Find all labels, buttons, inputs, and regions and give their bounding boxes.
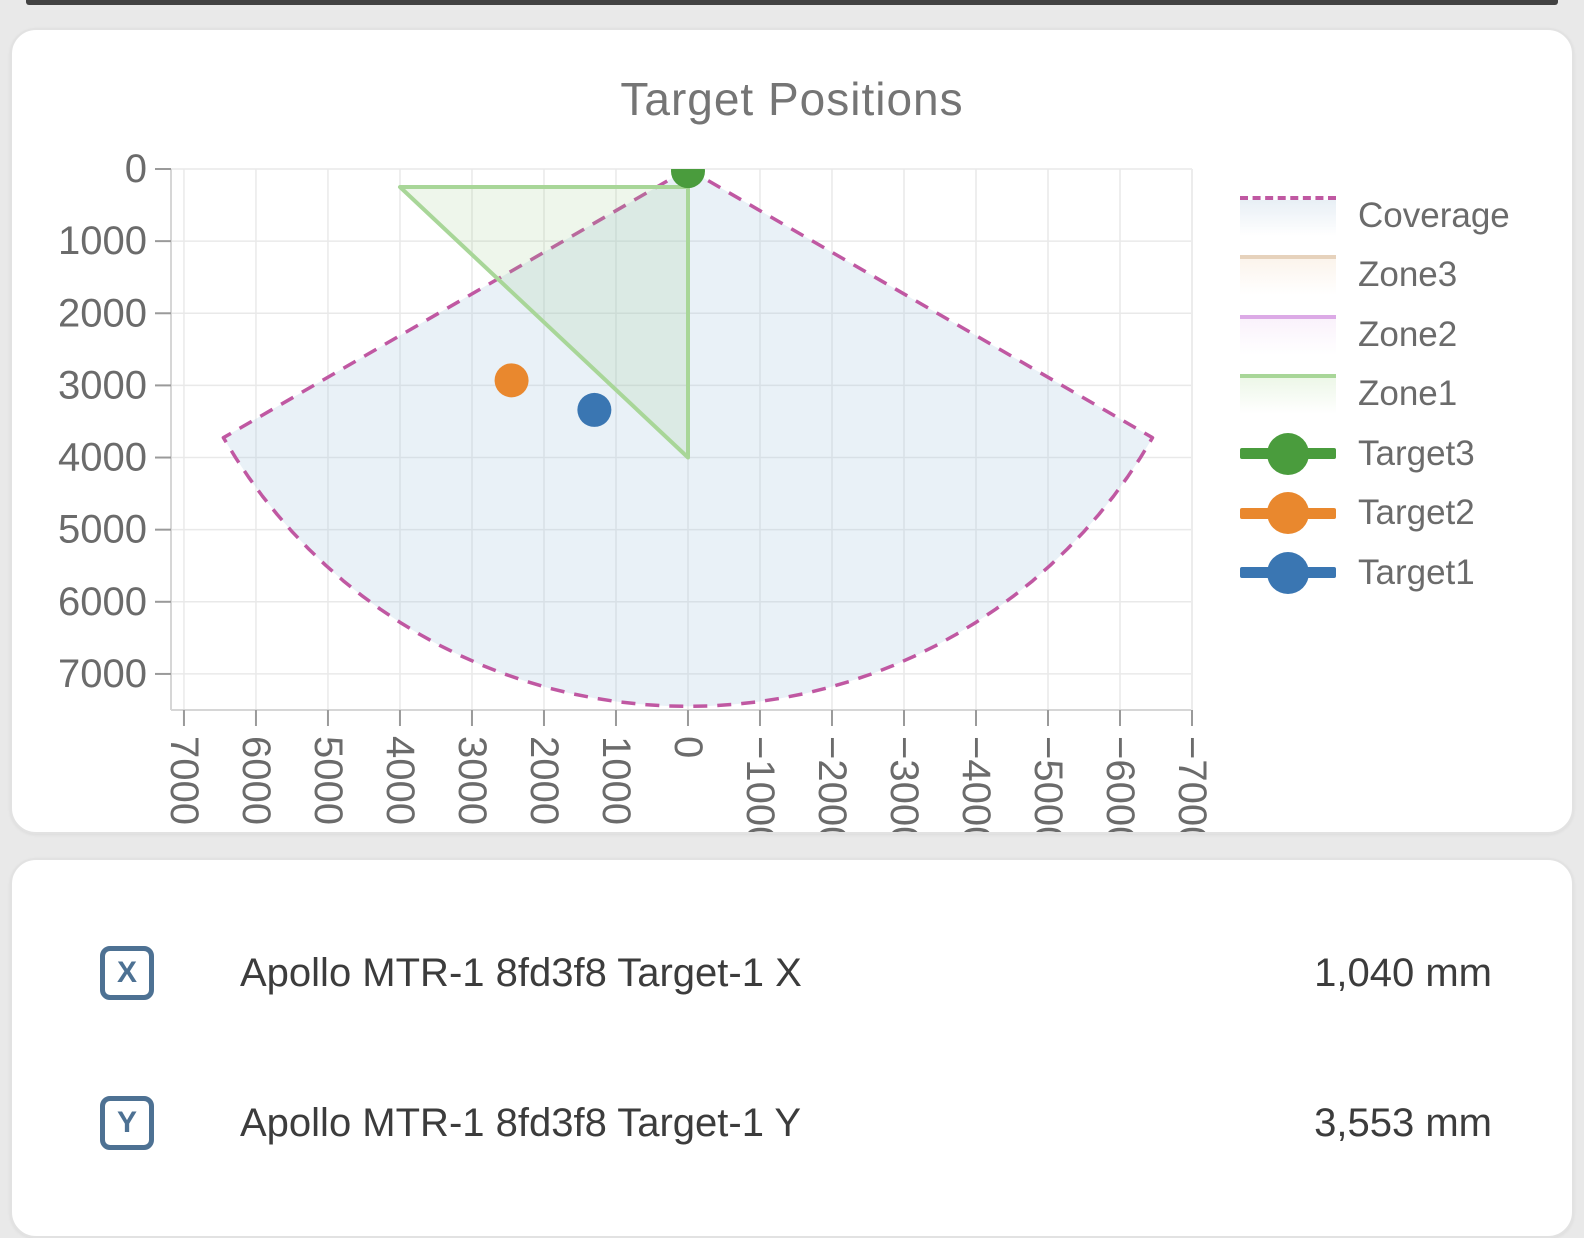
target1-marker-icon bbox=[1240, 551, 1336, 595]
svg-text:7000: 7000 bbox=[58, 652, 147, 696]
coverage-swatch-icon bbox=[1240, 195, 1336, 236]
top-edge-bar bbox=[26, 0, 1558, 5]
target-readings-card: X Apollo MTR-1 8fd3f8 Target-1 X 1,040 m… bbox=[10, 858, 1574, 1238]
svg-text:0: 0 bbox=[125, 147, 147, 191]
svg-text:−1000: −1000 bbox=[738, 736, 782, 834]
svg-text:2000: 2000 bbox=[522, 736, 566, 825]
chart-legend: Coverage Zone3 Zone2 Zone1 Target3 Targe… bbox=[1240, 186, 1570, 603]
legend-label: Target1 bbox=[1358, 552, 1475, 592]
entity-value: 3,553 mm bbox=[1314, 1100, 1492, 1145]
legend-item-target3[interactable]: Target3 bbox=[1240, 424, 1570, 484]
entity-label: Apollo MTR-1 8fd3f8 Target-1 Y bbox=[240, 1100, 802, 1145]
svg-text:2000: 2000 bbox=[58, 291, 147, 335]
svg-text:5000: 5000 bbox=[306, 736, 350, 825]
svg-text:6000: 6000 bbox=[234, 736, 278, 825]
svg-text:−3000: −3000 bbox=[882, 736, 926, 834]
entity-label: Apollo MTR-1 8fd3f8 Target-1 X bbox=[240, 950, 802, 995]
svg-text:0: 0 bbox=[666, 736, 710, 758]
svg-text:1000: 1000 bbox=[58, 219, 147, 263]
svg-text:1000: 1000 bbox=[594, 736, 638, 825]
svg-text:5000: 5000 bbox=[58, 508, 147, 552]
svg-text:−5000: −5000 bbox=[1026, 736, 1070, 834]
zone1-swatch-icon bbox=[1240, 374, 1336, 415]
y-axis-icon: Y bbox=[100, 1096, 154, 1150]
zone2-swatch-icon bbox=[1240, 314, 1336, 355]
legend-item-target1[interactable]: Target1 bbox=[1240, 543, 1570, 603]
target1-y-row[interactable]: Y Apollo MTR-1 8fd3f8 Target-1 Y 3,553 m… bbox=[12, 1092, 1572, 1154]
svg-text:7000: 7000 bbox=[162, 736, 206, 825]
target3-marker-icon bbox=[1240, 432, 1336, 476]
target-positions-plot: 0 1000 2000 3000 4000 5000 6000 7000 7000 6000 500… bbox=[58, 147, 1214, 834]
zone3-swatch-icon bbox=[1240, 255, 1336, 296]
legend-label: Coverage bbox=[1358, 195, 1510, 235]
svg-text:4000: 4000 bbox=[378, 736, 422, 825]
target-positions-chart-card: Target Positions 0 1000 2000 3000 4000 5000 60… bbox=[10, 28, 1574, 834]
target2-marker-icon bbox=[1240, 491, 1336, 535]
legend-item-target2[interactable]: Target2 bbox=[1240, 484, 1570, 544]
svg-text:−2000: −2000 bbox=[810, 736, 854, 834]
svg-text:−7000: −7000 bbox=[1170, 736, 1214, 834]
legend-item-zone3[interactable]: Zone3 bbox=[1240, 246, 1570, 306]
svg-text:−6000: −6000 bbox=[1098, 736, 1142, 834]
legend-label: Zone2 bbox=[1358, 314, 1458, 354]
svg-text:−4000: −4000 bbox=[954, 736, 998, 834]
svg-text:3000: 3000 bbox=[450, 736, 494, 825]
target1-x-row[interactable]: X Apollo MTR-1 8fd3f8 Target-1 X 1,040 m… bbox=[12, 942, 1572, 1004]
svg-text:6000: 6000 bbox=[58, 580, 147, 624]
legend-item-coverage[interactable]: Coverage bbox=[1240, 186, 1570, 246]
svg-text:4000: 4000 bbox=[58, 436, 147, 480]
chart-title: Target Positions bbox=[620, 73, 964, 125]
svg-text:3000: 3000 bbox=[58, 363, 147, 407]
legend-label: Zone3 bbox=[1358, 255, 1458, 295]
legend-item-zone2[interactable]: Zone2 bbox=[1240, 305, 1570, 365]
x-axis-icon: X bbox=[100, 946, 154, 1000]
legend-item-zone1[interactable]: Zone1 bbox=[1240, 365, 1570, 425]
legend-label: Target3 bbox=[1358, 433, 1475, 473]
legend-label: Zone1 bbox=[1358, 374, 1458, 414]
entity-value: 1,040 mm bbox=[1314, 950, 1492, 995]
legend-label: Target2 bbox=[1358, 493, 1475, 533]
